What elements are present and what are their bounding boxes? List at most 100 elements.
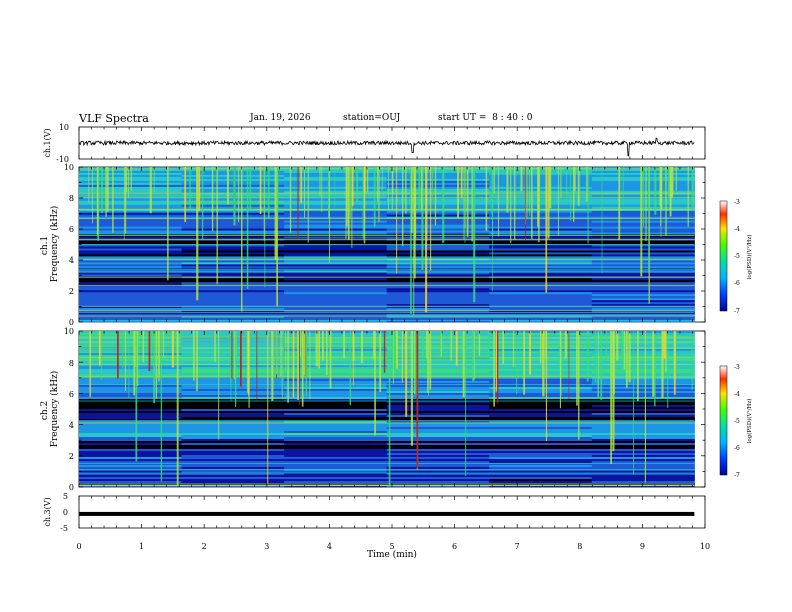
spectrogram-cell <box>181 176 285 180</box>
sferic-streak <box>122 331 124 369</box>
spectrogram-cell <box>591 381 695 384</box>
spectrogram-cell <box>591 421 695 424</box>
spectrogram-cell <box>489 403 593 406</box>
sferic-streak <box>271 331 274 401</box>
sferic-streak <box>274 167 277 260</box>
spectrogram-cell <box>386 224 490 227</box>
ch1-spec-ytick-10: 10 <box>64 163 74 172</box>
spectrogram-cell <box>591 351 695 354</box>
spectrogram-cell <box>386 447 490 450</box>
sferic-streak <box>431 167 434 199</box>
sferic-streak <box>605 331 608 360</box>
narrowband-line <box>79 357 695 359</box>
spectrogram-cell <box>79 300 183 303</box>
spectrogram-cell <box>591 431 695 434</box>
spectrogram-cell <box>284 457 388 460</box>
spectrogram-cell <box>79 465 183 468</box>
sferic-streak <box>367 167 369 193</box>
spectrogram-cell <box>79 457 183 460</box>
spectrogram-cell <box>181 417 285 420</box>
spectrogram-cell <box>284 389 388 392</box>
sferic-streak <box>487 331 489 359</box>
spectrogram-cell <box>489 184 593 188</box>
spectrogram-cell <box>79 176 183 180</box>
spectrogram-cell <box>386 264 490 267</box>
spectrogram-cell <box>489 260 593 263</box>
spectrogram-cell <box>591 359 695 362</box>
spectrogram-cell <box>591 391 695 394</box>
spectrogram-cell <box>591 485 695 488</box>
spectrogram-cell <box>591 230 695 233</box>
sferic-streak <box>281 331 283 395</box>
narrowband-line <box>79 320 695 321</box>
spectrogram-cell <box>284 278 388 281</box>
spectrogram-cell <box>489 461 593 464</box>
spectrogram-cell <box>591 270 695 273</box>
spectrogram-cell <box>181 232 285 235</box>
spectrogram-cell <box>79 399 183 402</box>
spectrogram-cell <box>181 447 285 450</box>
sferic-streak <box>559 331 561 409</box>
spectrogram-cell <box>284 190 388 194</box>
sferic-streak <box>529 167 530 216</box>
sferic-streak <box>356 167 359 203</box>
sferic-streak <box>587 167 589 244</box>
spectrogram-cell <box>284 188 388 192</box>
spectrogram-cell <box>284 413 388 416</box>
sferic-streak <box>525 167 526 241</box>
spectrogram-cell <box>181 250 285 253</box>
spectrogram-cell <box>79 353 183 356</box>
sferic-streak <box>401 331 403 383</box>
spectrogram-cell <box>79 429 183 432</box>
spectrogram-cell <box>181 304 285 307</box>
spectrogram-cell <box>489 445 593 448</box>
spectrogram-cell <box>386 481 490 484</box>
spectrogram-cell <box>284 302 388 305</box>
spectrogram-cell <box>181 254 285 257</box>
spectrogram-cell <box>181 457 285 460</box>
spectrogram-cell <box>181 264 285 267</box>
spectrogram-cell <box>386 469 490 472</box>
spectrogram-cell <box>284 262 388 265</box>
spectrogram-cell <box>79 365 183 368</box>
sferic-streak <box>303 331 306 376</box>
spectrogram-cell <box>79 256 183 259</box>
sferic-streak <box>410 167 412 314</box>
spectrogram-cell <box>489 240 593 243</box>
spectrogram-cell <box>386 182 490 186</box>
spectrogram-cell <box>181 333 285 336</box>
sferic-streak <box>566 167 568 201</box>
spectrogram-cell <box>386 270 490 273</box>
spectrogram-cell <box>284 479 388 482</box>
spectrogram-cell <box>489 443 593 446</box>
ch1-cb-tick-3: -3 <box>734 199 740 206</box>
spectrogram-cell <box>284 449 388 452</box>
spectrogram-cell <box>489 176 593 180</box>
spectrogram-cell <box>591 423 695 426</box>
spectrogram-cell <box>386 170 490 174</box>
spectrogram-cell <box>79 202 183 206</box>
spectrogram-cell <box>591 312 695 315</box>
spectrogram-cell <box>489 367 593 370</box>
spectrogram-cell <box>284 206 388 210</box>
spectrogram-cell <box>386 244 490 247</box>
spectrogram-cell <box>386 306 490 309</box>
spectrogram-cell <box>386 292 490 295</box>
sferic-streak <box>193 331 195 381</box>
spectrogram-cell <box>79 345 183 348</box>
spectrogram-cell <box>284 224 388 227</box>
sferic-streak <box>670 167 672 206</box>
spectrogram-cell <box>591 272 695 275</box>
spectrogram-cell <box>284 359 388 362</box>
spectrogram-cell <box>284 174 388 178</box>
spectrogram-cell <box>181 377 285 380</box>
spectrogram-cell <box>386 449 490 452</box>
x-tick-labels: 0 1 2 3 4 5 6 7 8 9 10 <box>76 542 710 551</box>
narrowband-line <box>79 193 695 195</box>
sferic-streak <box>673 331 676 366</box>
spectrogram-cell <box>489 419 593 422</box>
spectrogram-cell <box>284 244 388 247</box>
sferic-streak <box>418 167 421 212</box>
spectrogram-cell <box>284 411 388 414</box>
spectrogram-cell <box>79 395 183 398</box>
